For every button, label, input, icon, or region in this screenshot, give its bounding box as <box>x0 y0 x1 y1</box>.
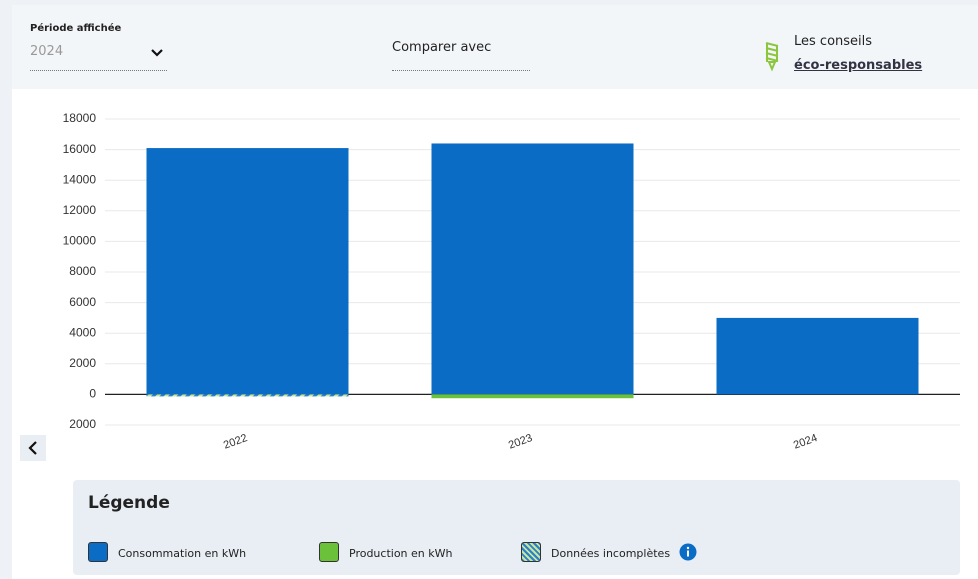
chevron <box>151 49 163 57</box>
prev-arrow <box>28 441 37 455</box>
legend-label: Production en kWh <box>349 547 453 560</box>
y-tick-label: 14000 <box>63 172 97 186</box>
period-label: Période affichée <box>30 23 122 34</box>
info-icon[interactable] <box>679 543 697 561</box>
bar <box>431 394 634 399</box>
y-tick-label: 4000 <box>69 325 96 339</box>
header <box>12 5 978 89</box>
incomplete-marker <box>146 394 349 397</box>
compare-select[interactable]: Comparer avec <box>392 40 530 71</box>
y-tick-label: 6000 <box>69 295 96 309</box>
prev-button[interactable] <box>20 435 46 461</box>
legend-swatch <box>319 542 339 562</box>
x-tick-label: 2023 <box>507 432 534 452</box>
bulb-icon <box>765 42 779 72</box>
legend-swatch <box>88 542 108 562</box>
y-tick-label: 2000 <box>69 356 96 370</box>
bar <box>716 317 919 395</box>
legend-swatch <box>521 542 541 562</box>
tips-text: Les conseils <box>794 34 873 49</box>
y-tick-label: 12000 <box>63 203 97 217</box>
y-tick-label: 10000 <box>63 234 97 248</box>
legend-label: Données incomplètes <box>551 547 671 560</box>
bar <box>146 148 349 395</box>
legend: Légende Consommation en kWh Production e… <box>73 480 960 575</box>
y-tick-label: 18000 <box>63 111 97 125</box>
tips-link[interactable]: éco-responsables <box>794 58 923 73</box>
bar <box>431 143 634 395</box>
period-select[interactable]: 2024 <box>30 44 167 71</box>
y-tick-label: 8000 <box>69 264 96 278</box>
y-tick-label: 16000 <box>63 142 97 156</box>
chart: 2000 0 2000 4000 6000 8000 10000 12000 14000 1600… <box>20 111 960 461</box>
y-tick-label: 0 <box>89 387 96 401</box>
legend-label: Consommation en kWh <box>118 547 247 560</box>
legend-title: Légende <box>88 493 170 513</box>
x-tick-label: 2022 <box>222 432 249 452</box>
y-tick-label: 2000 <box>69 417 96 431</box>
x-tick-label: 2024 <box>792 432 819 452</box>
